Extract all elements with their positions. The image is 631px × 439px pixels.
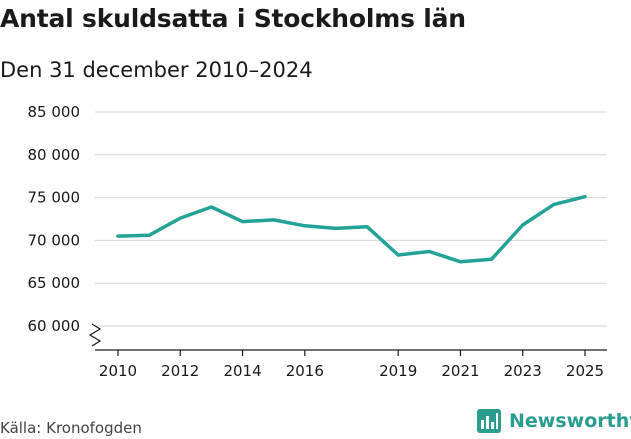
x-tick-label: 2012 xyxy=(161,362,199,380)
x-tick-label: 2010 xyxy=(99,362,137,380)
data-point xyxy=(334,226,338,231)
y-tick-label: 65 000 xyxy=(28,274,81,292)
x-tick-label: 2019 xyxy=(379,362,417,380)
data-point xyxy=(521,223,525,227)
y-tick-label: 85 000 xyxy=(28,103,81,121)
series-line xyxy=(116,194,587,264)
chart-subtitle: Den 31 december 2010–2024 xyxy=(0,58,313,82)
data-point xyxy=(116,234,120,238)
data-point xyxy=(552,202,556,207)
source-note: Källa: Kronofogden xyxy=(0,419,142,437)
data-point xyxy=(209,205,213,209)
data-point xyxy=(365,225,369,229)
line-chart: 60 000 65 000 70 000 75 000 80 000 85 000 201… xyxy=(28,103,607,380)
x-tick-label: 2021 xyxy=(441,362,479,380)
data-point xyxy=(178,216,182,220)
data-point xyxy=(303,224,307,228)
axis-break-mark xyxy=(88,323,102,347)
data-point xyxy=(396,253,400,257)
y-tick-label: 75 000 xyxy=(28,189,81,207)
y-tick-label: 80 000 xyxy=(28,146,81,164)
x-tick-label: 2025 xyxy=(566,362,604,380)
data-point xyxy=(490,257,494,261)
x-tick-label: 2023 xyxy=(504,362,542,380)
y-tick-label: 60 000 xyxy=(28,317,81,335)
newsworthy-logo: Newsworthy xyxy=(476,408,631,434)
data-point xyxy=(240,219,245,224)
brand-name: Newsworthy xyxy=(509,410,631,432)
data-point xyxy=(583,195,587,199)
chart-title: Antal skuldsatta i Stockholms län xyxy=(0,4,466,33)
x-tick-label: 2014 xyxy=(223,362,261,380)
data-point xyxy=(147,233,151,237)
data-point xyxy=(427,249,431,254)
y-tick-label: 70 000 xyxy=(28,231,81,249)
newsworthy-logo-icon xyxy=(477,409,501,433)
data-point xyxy=(272,218,276,222)
x-tick-label: 2016 xyxy=(286,362,324,380)
data-point xyxy=(458,260,463,264)
